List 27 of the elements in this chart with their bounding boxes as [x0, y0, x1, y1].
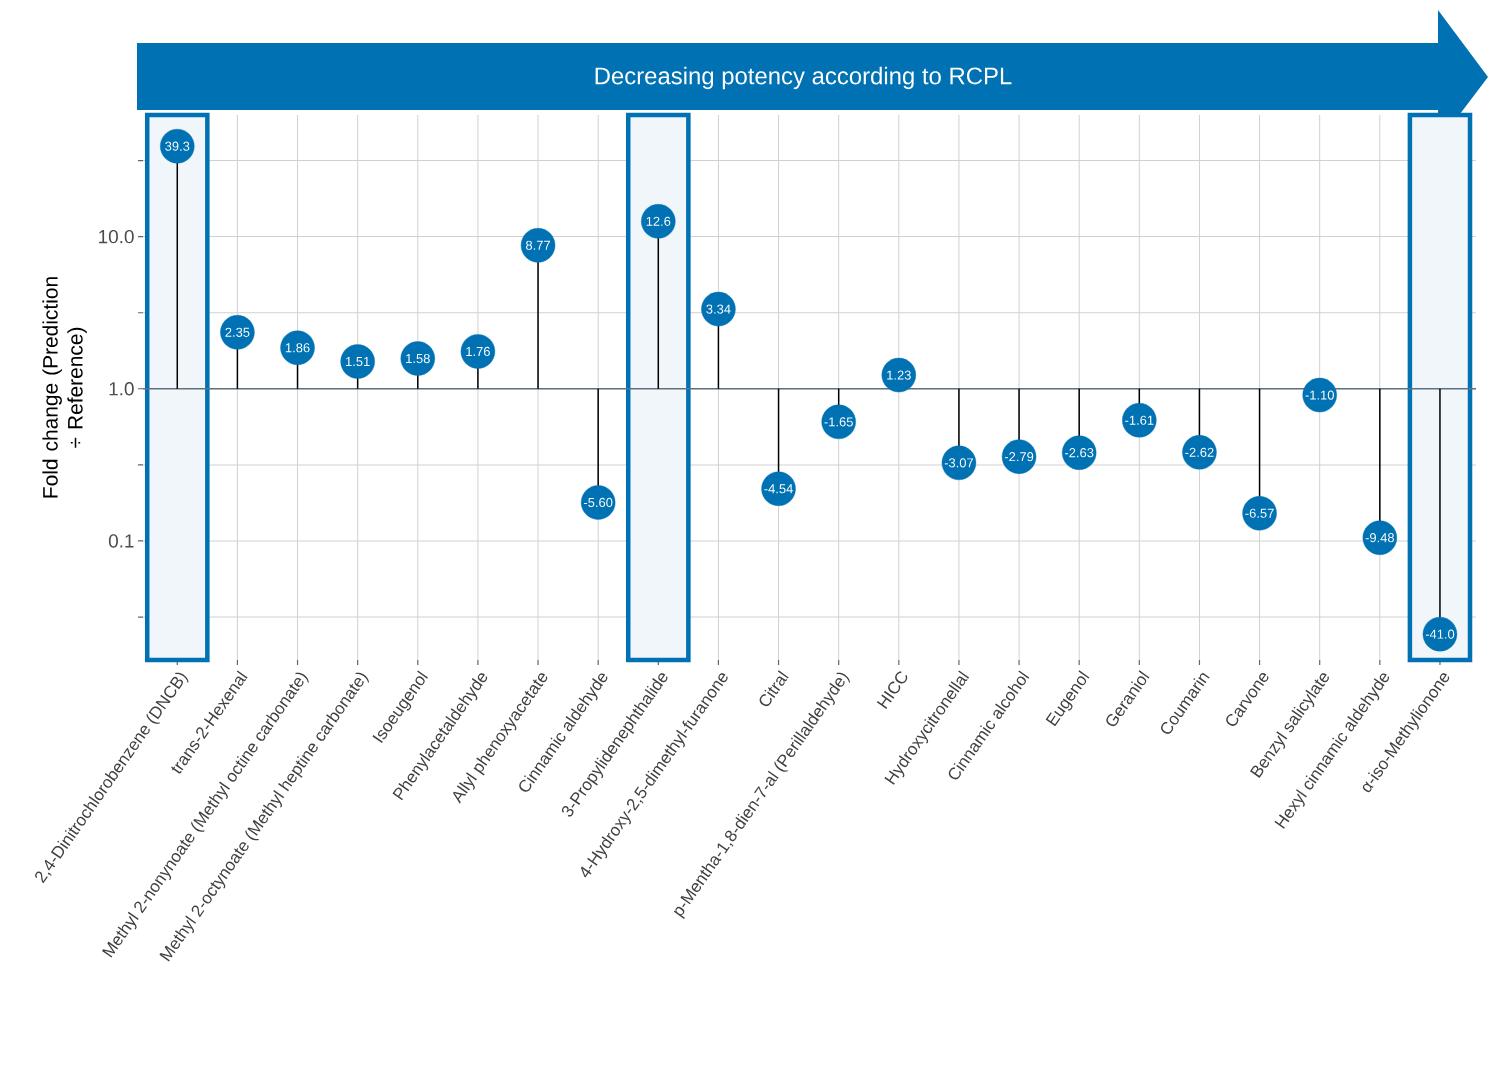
annotation: 1.23: [887, 370, 911, 380]
annotation: -41.0: [1425, 629, 1455, 639]
annotation: 39.3: [165, 141, 190, 151]
annotation: -2.62: [1185, 447, 1214, 457]
annotation: 3.34: [706, 304, 731, 314]
annotation: -1.65: [824, 417, 853, 427]
annotation: 12.6: [646, 216, 671, 226]
annotation: -9.48: [1365, 533, 1395, 543]
y-tick-label: 10.0: [99, 229, 134, 244]
annotation: 1.76: [466, 346, 490, 356]
y-tick-label: 0.1: [108, 534, 134, 548]
y-tick-label: 1.0: [109, 382, 134, 396]
annotation: -2.63: [1065, 448, 1094, 458]
annotation: -3.07: [944, 458, 974, 468]
annotation: 1.58: [406, 353, 430, 364]
annotation: -5.60: [583, 497, 613, 508]
annotation: 2.35: [225, 327, 250, 337]
annotation: -1.61: [1125, 415, 1154, 425]
annotation: -6.57: [1245, 508, 1274, 518]
annotation: 8.77: [526, 240, 550, 250]
annotation: -4.54: [764, 484, 793, 494]
annotation: 1.51: [346, 357, 370, 367]
annotation: -1.10: [1305, 390, 1334, 400]
chart-title: Decreasing potency according to RCPL: [595, 66, 1012, 90]
annotation: -2.79: [1004, 452, 1034, 462]
y-axis-title: Fold change (Prediction ÷ Reference): [42, 277, 87, 498]
annotation: 1.86: [285, 343, 310, 353]
